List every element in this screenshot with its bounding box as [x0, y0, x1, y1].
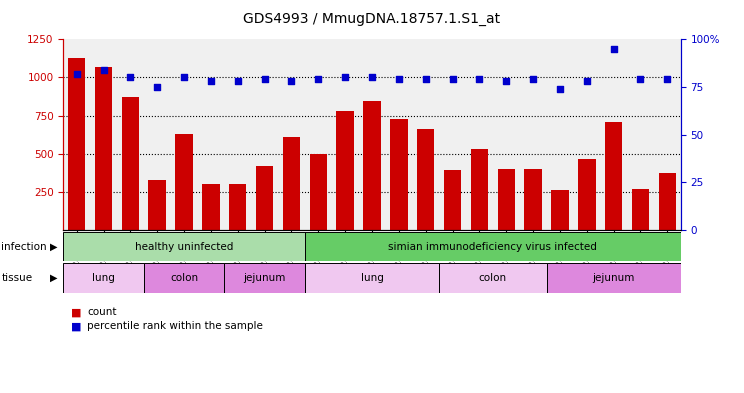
Point [259, 76, 271, 83]
Text: ■: ■ [71, 307, 81, 318]
Text: ■: ■ [71, 321, 81, 331]
Text: healthy uninfected: healthy uninfected [135, 242, 234, 252]
Point [554, 86, 566, 92]
Bar [547, 263, 681, 293]
Bar [439, 263, 547, 293]
Bar [390, 119, 408, 230]
Bar [305, 263, 439, 293]
Bar [658, 173, 676, 230]
Text: GDS4993 / MmugDNA.18757.1.S1_at: GDS4993 / MmugDNA.18757.1.S1_at [243, 12, 501, 26]
Point [286, 78, 298, 84]
Bar [225, 263, 305, 293]
Bar [305, 232, 681, 261]
Text: percentile rank within the sample: percentile rank within the sample [87, 321, 263, 331]
Text: colon: colon [170, 273, 198, 283]
Point [312, 76, 324, 83]
Bar [417, 129, 434, 230]
Bar [310, 154, 327, 230]
Text: jejunum: jejunum [243, 273, 286, 283]
Point [635, 76, 647, 83]
Bar [363, 101, 381, 230]
Bar [121, 97, 139, 230]
Point [97, 67, 109, 73]
Bar [578, 159, 595, 230]
Text: count: count [87, 307, 117, 318]
Bar [176, 134, 193, 230]
Point [366, 74, 378, 81]
Bar [94, 67, 112, 230]
Point [661, 76, 673, 83]
Bar [63, 232, 305, 261]
Bar [551, 190, 568, 230]
Bar [202, 184, 219, 230]
Point [473, 76, 485, 83]
Bar [444, 170, 461, 230]
Point [178, 74, 190, 81]
Point [393, 76, 405, 83]
Bar [63, 263, 144, 293]
Bar [149, 180, 166, 230]
Text: lung: lung [361, 273, 383, 283]
Text: jejunum: jejunum [592, 273, 635, 283]
Text: lung: lung [92, 273, 115, 283]
Bar [525, 169, 542, 230]
Bar [283, 137, 300, 230]
Point [339, 74, 351, 81]
Point [124, 74, 136, 81]
Text: infection: infection [1, 242, 47, 252]
Text: colon: colon [478, 273, 507, 283]
Bar [256, 166, 273, 230]
Text: ▶: ▶ [50, 242, 57, 252]
Point [71, 70, 83, 77]
Text: tissue: tissue [1, 273, 33, 283]
Point [500, 78, 512, 84]
Bar [68, 58, 86, 230]
Point [581, 78, 593, 84]
Bar [144, 263, 225, 293]
Point [608, 46, 620, 52]
Bar [632, 189, 650, 230]
Text: ▶: ▶ [50, 273, 57, 283]
Point [446, 76, 458, 83]
Bar [498, 169, 515, 230]
Point [527, 76, 539, 83]
Bar [605, 122, 623, 230]
Text: simian immunodeficiency virus infected: simian immunodeficiency virus infected [388, 242, 597, 252]
Bar [471, 149, 488, 230]
Bar [229, 184, 246, 230]
Point [232, 78, 244, 84]
Bar [336, 111, 354, 230]
Point [205, 78, 217, 84]
Point [151, 84, 163, 90]
Point [420, 76, 432, 83]
